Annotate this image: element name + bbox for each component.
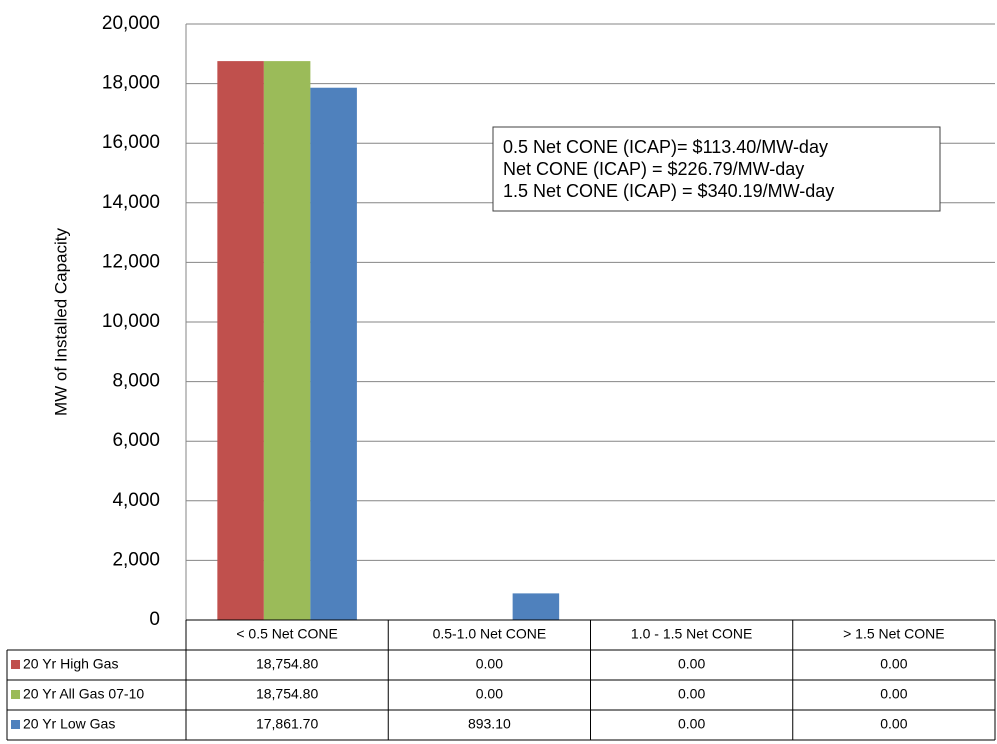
data-label: 893.10 xyxy=(468,716,511,732)
x-tick-label: 1.0 - 1.5 Net CONE xyxy=(631,626,752,642)
y-tick-label: 0 xyxy=(149,609,160,630)
bar xyxy=(263,61,311,621)
bar xyxy=(512,593,560,620)
x-tick-label: > 1.5 Net CONE xyxy=(843,626,945,642)
data-label: 18,754.80 xyxy=(256,686,318,702)
bar xyxy=(310,87,357,621)
legend-label: 20 Yr All Gas 07-10 xyxy=(23,686,144,702)
annotation-text: 0.5 Net CONE (ICAP)= $113.40/MW-day xyxy=(503,137,828,157)
y-tick-label: 8,000 xyxy=(112,371,160,392)
y-tick-label: 6,000 xyxy=(112,430,160,451)
legend-swatch xyxy=(11,690,20,699)
data-label: 0.00 xyxy=(678,656,705,672)
legend-label: 20 Yr Low Gas xyxy=(23,716,115,732)
x-tick-label: < 0.5 Net CONE xyxy=(236,626,338,642)
legend-label: 20 Yr High Gas xyxy=(23,656,118,672)
y-tick-label: 18,000 xyxy=(102,73,160,94)
annotation-text: Net CONE (ICAP) = $226.79/MW-day xyxy=(503,159,804,179)
data-label: 0.00 xyxy=(476,656,503,672)
y-tick-label: 10,000 xyxy=(102,311,160,332)
data-label: 0.00 xyxy=(476,686,503,702)
data-label: 17,861.70 xyxy=(256,716,318,732)
y-tick-label: 14,000 xyxy=(102,192,160,213)
annotation-box xyxy=(492,126,941,212)
data-label: 0.00 xyxy=(880,686,907,702)
y-tick-label: 16,000 xyxy=(102,132,160,153)
legend-swatch xyxy=(11,660,20,669)
x-tick-label: 0.5-1.0 Net CONE xyxy=(433,626,547,642)
data-label: 0.00 xyxy=(678,686,705,702)
data-label: 0.00 xyxy=(678,716,705,732)
data-label: 0.00 xyxy=(880,716,907,732)
y-tick-label: 12,000 xyxy=(102,251,160,272)
bar xyxy=(217,61,264,621)
y-tick-label: 4,000 xyxy=(112,490,160,511)
y-axis-label: MW of Installed Capacity xyxy=(51,227,70,416)
annotation-text: 1.5 Net CONE (ICAP) = $340.19/MW-day xyxy=(503,181,834,201)
data-label: 18,754.80 xyxy=(256,656,318,672)
legend-swatch xyxy=(11,720,20,729)
data-label: 0.00 xyxy=(880,656,907,672)
y-tick-label: 2,000 xyxy=(112,549,160,570)
y-tick-label: 20,000 xyxy=(102,13,160,34)
